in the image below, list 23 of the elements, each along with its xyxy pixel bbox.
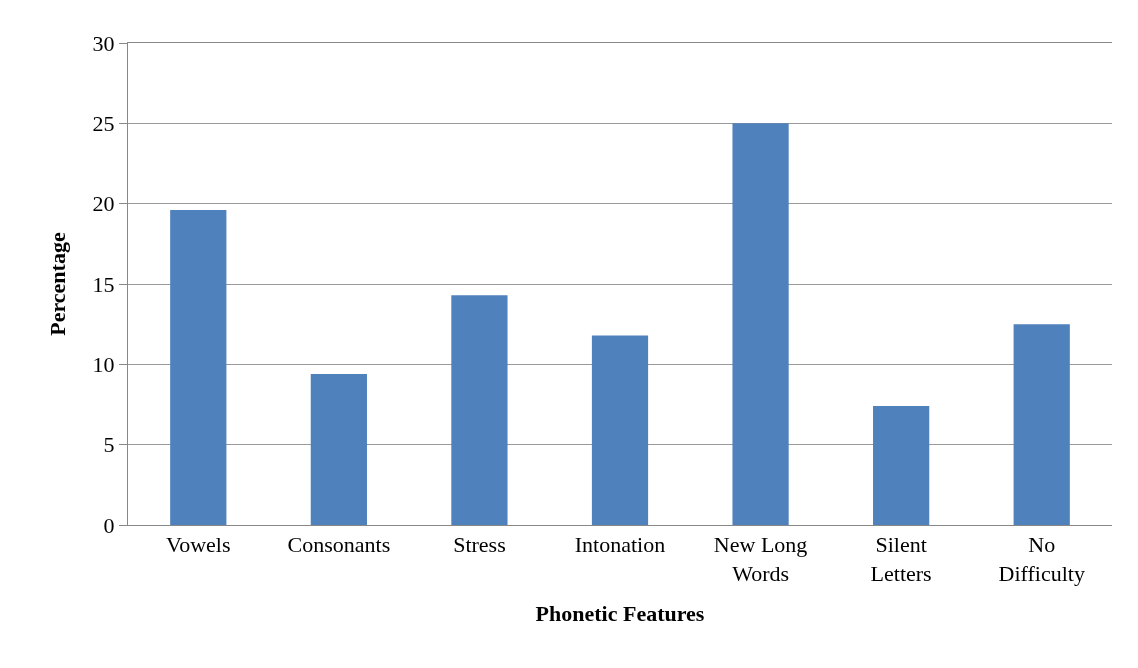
y-axis-title: Percentage	[45, 232, 71, 336]
y-tick-label: 20	[92, 191, 115, 217]
x-tick-label: Intonation	[574, 532, 666, 558]
x-tick-label: Vowels	[166, 532, 231, 558]
x-tick-label: No Difficulty	[998, 532, 1085, 586]
y-tick-label: 30	[92, 30, 115, 56]
y-tick-label: 0	[103, 512, 115, 538]
x-tick-label: Consonants	[287, 532, 391, 558]
bar	[451, 295, 508, 525]
bar	[310, 373, 367, 525]
y-tick-label: 10	[92, 352, 115, 378]
bar	[1013, 324, 1070, 525]
x-tick-label: New Long Words	[713, 532, 808, 586]
y-tick-label: 5	[103, 432, 115, 458]
bar	[732, 123, 789, 525]
x-tick-label: Silent Letters	[870, 532, 932, 586]
x-axis-title: Phonetic Features	[535, 600, 705, 626]
x-tick-label: Stress	[453, 532, 506, 558]
bar	[591, 335, 649, 525]
bar	[873, 406, 930, 525]
bar	[170, 210, 227, 525]
y-tick-label: 25	[92, 111, 115, 137]
y-tick-label: 15	[92, 271, 115, 297]
